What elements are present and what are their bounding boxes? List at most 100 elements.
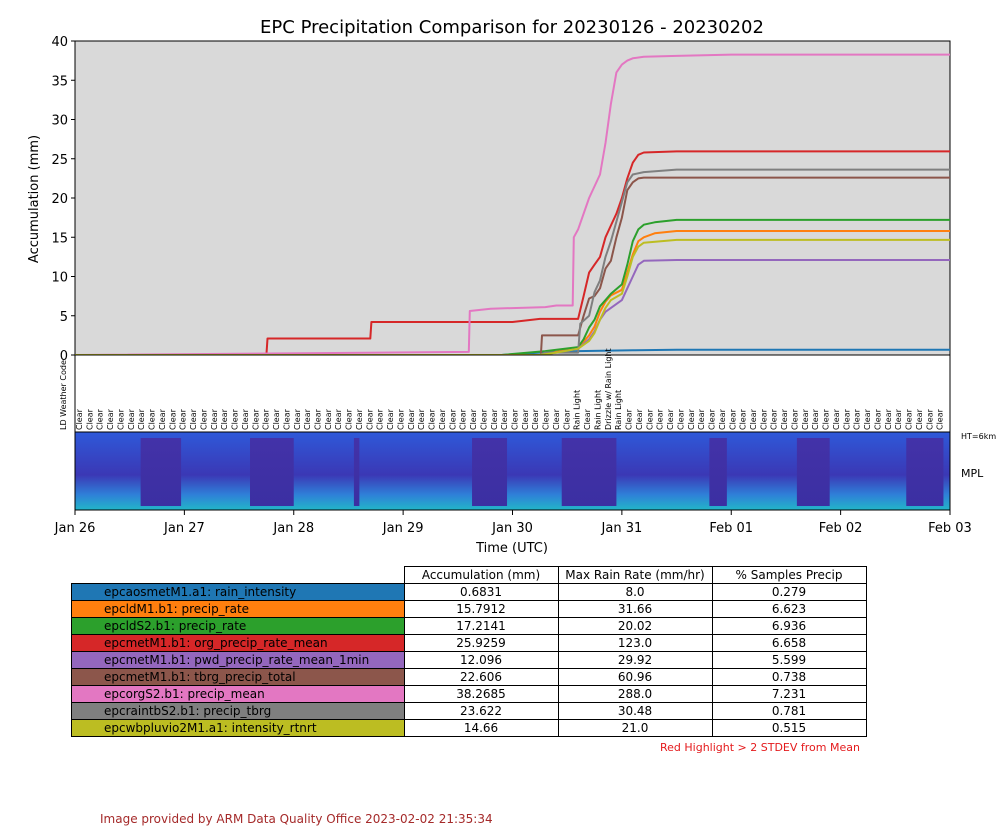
weather-code-label: Clear	[666, 408, 675, 430]
x-axis-label: Time (UTC)	[475, 541, 548, 556]
row-value: 20.02	[557, 617, 713, 635]
weather-code-label: Clear	[137, 408, 146, 430]
weather-code-label: Clear	[127, 408, 136, 430]
x-tick-label: Feb 03	[928, 521, 972, 536]
weather-code-label: Rain Light	[594, 390, 603, 430]
row-label: epcldM1.b1: precip_rate	[71, 600, 405, 618]
weather-code-label: Clear	[448, 408, 457, 430]
weather-code-label: Clear	[708, 408, 717, 430]
series-line-9	[75, 238, 950, 356]
weather-code-label: Clear	[303, 408, 312, 430]
mpl-label: MPL	[961, 467, 984, 480]
weather-code-label: Clear	[251, 408, 260, 430]
table-row: epcmetM1.b1: tbrg_precip_total 22.606 60.9…	[71, 668, 867, 686]
table-row: epcwbpluvio2M1.a1: intensity_rtnrt 14.66 2…	[71, 719, 867, 737]
y-tick-label: 30	[51, 114, 68, 129]
x-tick-label: Feb 01	[709, 521, 753, 536]
weather-code-label: Clear	[345, 408, 354, 430]
weather-code-label: Clear	[199, 408, 208, 430]
weather-code-label: Clear	[314, 408, 323, 430]
weather-code-label: Clear	[552, 408, 561, 430]
weather-code-label: Clear	[863, 408, 872, 430]
y-tick-label: 25	[51, 153, 68, 168]
weather-code-label: Clear	[85, 408, 94, 430]
y-tick-label: 0	[60, 349, 68, 364]
row-value: 29.92	[557, 651, 713, 669]
x-tick-label: Feb 02	[819, 521, 863, 536]
y-axis-label: Accumulation (mm)	[27, 135, 42, 263]
y-tick-label: 5	[60, 310, 68, 325]
weather-code-label: Clear	[438, 408, 447, 430]
weather-code-label: Clear	[428, 408, 437, 430]
series-line-6	[75, 176, 950, 356]
weather-code-label: Clear	[936, 408, 945, 430]
weather-code-label: Clear	[894, 408, 903, 430]
table-row: epcaosmetM1.a1: rain_intensity 0.6831 8.0 0…	[71, 583, 867, 601]
row-value: 6.658	[711, 634, 867, 652]
row-value: 288.0	[557, 685, 713, 703]
weather-code-label: Clear	[676, 408, 685, 430]
weather-code-label: Rain Light	[614, 390, 623, 430]
weather-code-label: Clear	[873, 408, 882, 430]
weather-code-label: Clear	[925, 408, 934, 430]
table-row: epcraintbS2.b1: precip_tbrg 23.622 30.48 0.…	[71, 702, 867, 720]
weather-code-label: Clear	[511, 408, 520, 430]
series-line-3	[75, 218, 950, 356]
weather-code-label: Clear	[832, 408, 841, 430]
table-row: epcmetM1.b1: pwd_precip_rate_mean_1min 12…	[71, 651, 867, 669]
row-label: epcmetM1.b1: org_precip_rate_mean	[71, 634, 405, 652]
weather-code-label: Clear	[262, 408, 271, 430]
row-value: 14.66	[403, 719, 559, 737]
row-value: 6.936	[711, 617, 867, 635]
weather-code-label: Clear	[220, 408, 229, 430]
x-tick-label: Jan 31	[601, 521, 643, 536]
weather-code-label: Clear	[469, 408, 478, 430]
row-value: 8.0	[557, 583, 713, 601]
header-max-rain-rate: Max Rain Rate (mm/hr)	[557, 566, 713, 584]
weather-code-label: Clear	[272, 408, 281, 430]
row-value: 0.279	[711, 583, 867, 601]
y-tick-label: 10	[51, 271, 68, 286]
weather-code-label: Clear	[656, 408, 665, 430]
weather-code-label: Clear	[189, 408, 198, 430]
row-label: epcldS2.b1: precip_rate	[71, 617, 405, 635]
weather-code-label: Clear	[853, 408, 862, 430]
x-tick-label: Jan 28	[272, 521, 314, 536]
y-tick-label: 20	[51, 192, 68, 207]
y-tick-label: 35	[51, 74, 68, 89]
series-line-4	[75, 150, 950, 356]
header-accumulation: Accumulation (mm)	[403, 566, 559, 584]
weather-code-label: Clear	[749, 408, 758, 430]
mpl-panel	[74, 431, 951, 511]
row-value: 6.623	[711, 600, 867, 618]
weather-code-label: Clear	[791, 408, 800, 430]
weather-code-label: Clear	[148, 408, 157, 430]
row-value: 60.96	[557, 668, 713, 686]
x-tick-label: Jan 27	[163, 521, 205, 536]
y-axis-ticks: 0 5 10 15 20 25 30 35 40	[51, 35, 75, 364]
weather-code-label: Clear	[562, 408, 571, 430]
weather-code-label: LD Weather Code	[59, 360, 68, 430]
x-tick-label: Jan 29	[382, 521, 424, 536]
weather-code-label: Clear	[801, 408, 810, 430]
weather-code-label: Clear	[490, 408, 499, 430]
weather-code-label: Clear	[376, 408, 385, 430]
weather-code-label: Rain Light	[573, 390, 582, 430]
y-tick-label: 15	[51, 231, 68, 246]
weather-code-label: Clear	[459, 408, 468, 430]
weather-code-label: Clear	[583, 408, 592, 430]
header-samples-precip: % Samples Precip	[711, 566, 867, 584]
mpl-height-label: HT=6km	[961, 432, 996, 441]
weather-code-label: Clear	[75, 408, 84, 430]
weather-code-label: Clear	[386, 408, 395, 430]
weather-code-label: Clear	[365, 408, 374, 430]
x-tick-label: Jan 30	[491, 521, 533, 536]
x-axis-ticks: Jan 26 Jan 27 Jan 28 Jan 29 Jan 30 Jan 31 Feb …	[54, 510, 972, 536]
row-value: 31.66	[557, 600, 713, 618]
weather-code-label: Clear	[241, 408, 250, 430]
table-row: epcmetM1.b1: org_precip_rate_mean 25.9259…	[71, 634, 867, 652]
row-value: 21.0	[557, 719, 713, 737]
chart: EPC Precipitation Comparison for 2023012…	[27, 17, 996, 556]
weather-code-label: Clear	[407, 408, 416, 430]
weather-code-label: Clear	[396, 408, 405, 430]
